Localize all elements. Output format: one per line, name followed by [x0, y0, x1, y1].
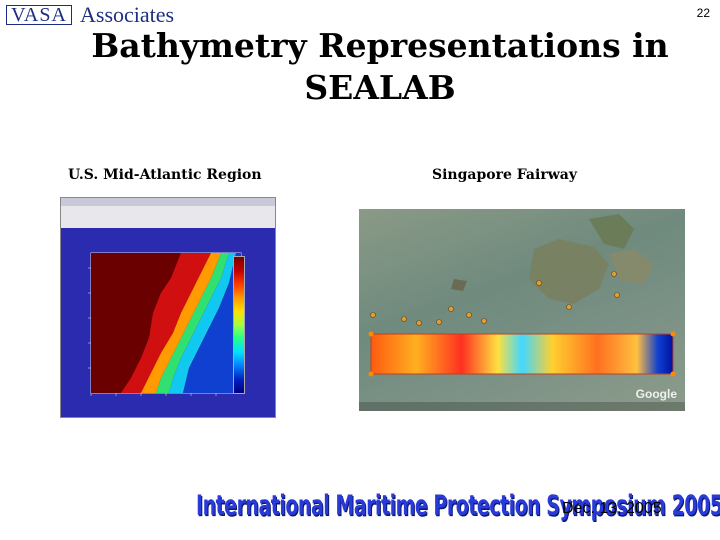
singapore-fairway-map: Google	[359, 209, 685, 411]
google-logo: Google	[635, 387, 677, 401]
fairway-overlay	[368, 214, 676, 377]
depth-colorbar	[233, 256, 245, 394]
logo-text: Associates	[80, 2, 175, 27]
date-text: Dec. 13, 2005	[562, 500, 662, 517]
logo-box-text: VASA	[11, 4, 67, 26]
right-caption: Singapore Fairway	[432, 167, 577, 183]
slide-title: Bathymetry Representations in SEALAB	[40, 25, 720, 109]
window-titlebar	[61, 198, 275, 206]
map-footer-bar	[359, 402, 685, 411]
vasa-logo-box: VASA	[6, 5, 72, 25]
bathymetry-heatmap	[88, 252, 242, 396]
symposium-banner: International Maritime Protection Sympos…	[196, 490, 720, 522]
title-line-1: Bathymetry Representations in	[91, 26, 669, 65]
slide-number: 22	[696, 6, 710, 20]
title-line-2: SEALAB	[304, 68, 456, 107]
left-caption: U.S. Mid-Atlantic Region	[68, 167, 262, 183]
window-menu-area	[61, 206, 275, 228]
